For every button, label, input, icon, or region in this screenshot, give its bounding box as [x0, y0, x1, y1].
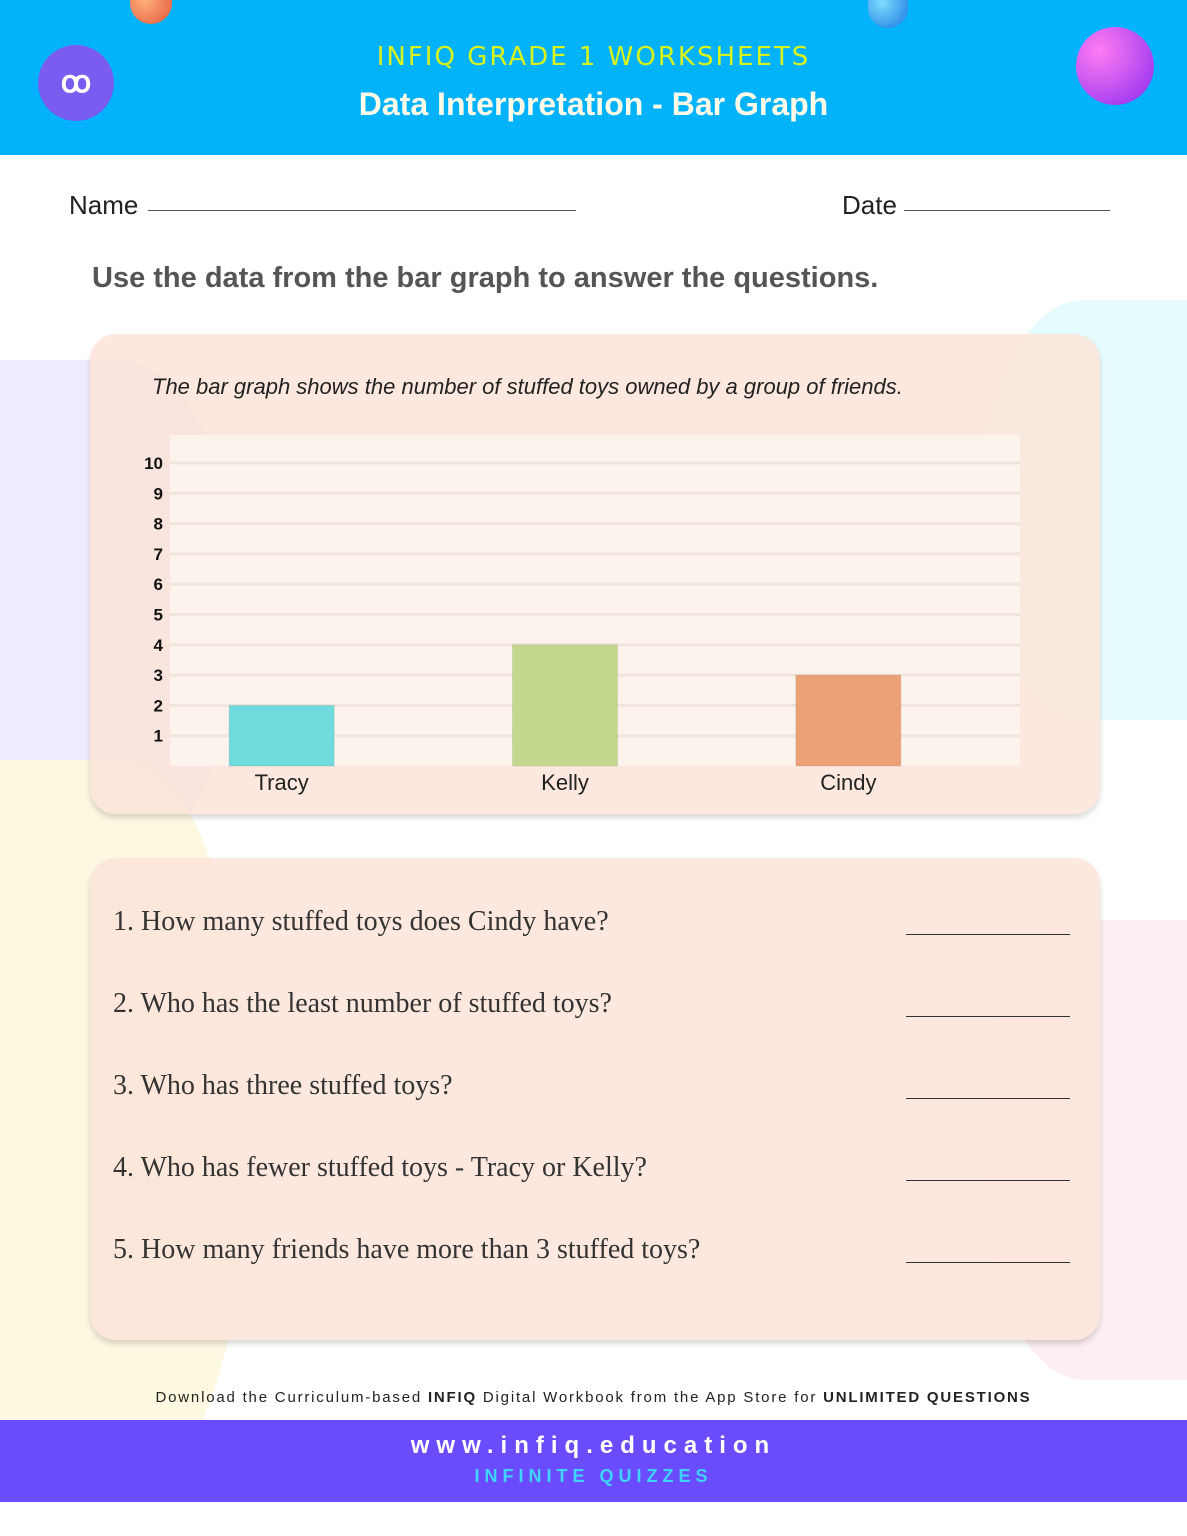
name-label: Name [69, 190, 139, 220]
tagline: INFINITE QUIZZES [474, 1466, 713, 1486]
promo-text: Download the Curriculum-based INFIQ Digi… [0, 1389, 1187, 1406]
question-3: 3. Who has three stuffed toys? [113, 1070, 453, 1101]
y-tick-label: 10 [144, 454, 163, 473]
y-tick-label: 4 [154, 636, 164, 655]
bar-tracy [228, 704, 335, 767]
brand-title: INFIQ GRADE 1 WORKSHEETS [376, 42, 811, 72]
bar-cindy [795, 674, 902, 767]
footer-banner: www.infiq.education INFINITE QUIZZES [0, 1420, 1187, 1502]
answer-field-4[interactable] [906, 1180, 1070, 1181]
header-banner: ꝏ INFIQ GRADE 1 WORKSHEETS Data Interpre… [0, 0, 1187, 155]
date-label: Date [842, 190, 897, 220]
question-2: 2. Who has the least number of stuffed t… [113, 988, 612, 1019]
page-title: Data Interpretation - Bar Graph [358, 86, 829, 122]
bar-chart: 1 2 3 4 5 6 7 8 9 10 Tracy Kelly Cindy [144, 435, 1020, 795]
instructions: Use the data from the bar graph to answe… [92, 262, 879, 294]
y-tick-label: 6 [154, 575, 163, 594]
y-tick-label: 8 [154, 515, 163, 534]
y-tick-label: 3 [154, 666, 163, 685]
answer-field-3[interactable] [906, 1098, 1070, 1099]
y-tick-label: 5 [154, 606, 163, 625]
promo-end: UNLIMITED QUESTIONS [823, 1389, 1032, 1406]
x-tick-label: Cindy [820, 770, 876, 795]
promo-mid: Digital Workbook from the App Store for [476, 1389, 824, 1406]
date-field[interactable] [904, 210, 1110, 211]
x-tick-label: Tracy [255, 770, 309, 795]
decor-ball [1076, 27, 1154, 105]
question-5: 5. How many friends have more than 3 stu… [113, 1234, 701, 1265]
promo-pre: Download the Curriculum-based [155, 1389, 428, 1406]
x-tick-label: Kelly [541, 770, 589, 795]
chart-caption: The bar graph shows the number of stuffe… [152, 374, 903, 399]
name-field[interactable] [148, 210, 576, 211]
bar-kelly [512, 644, 618, 767]
y-tick-label: 1 [154, 727, 163, 746]
y-tick-label: 7 [154, 545, 163, 564]
promo-brand: INFIQ [427, 1389, 477, 1406]
questions-card [90, 858, 1100, 1340]
infiq-logo: ꝏ [38, 45, 114, 121]
website-link[interactable]: www.infiq.education [410, 1432, 777, 1459]
answer-field-1[interactable] [906, 934, 1070, 935]
answer-field-2[interactable] [906, 1016, 1070, 1017]
question-1: 1. How many stuffed toys does Cindy have… [113, 906, 609, 937]
question-4: 4. Who has fewer stuffed toys - Tracy or… [113, 1152, 647, 1183]
answer-field-5[interactable] [906, 1262, 1070, 1263]
y-tick-label: 9 [154, 484, 163, 503]
y-tick-label: 2 [154, 696, 163, 715]
